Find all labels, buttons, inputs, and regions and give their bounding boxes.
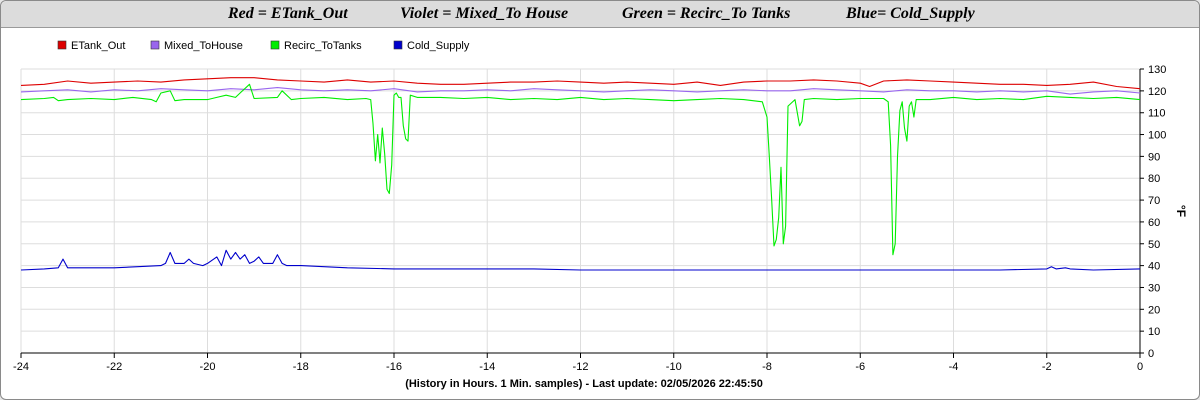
legend-swatch [393, 40, 403, 50]
x-tick-label: -14 [479, 361, 495, 373]
y-tick-label: 70 [1148, 195, 1160, 207]
y-tick-label: 60 [1148, 217, 1160, 229]
x-tick-label: -8 [762, 361, 772, 373]
y-axis-label: °F [1174, 205, 1188, 217]
y-tick-label: 30 [1148, 282, 1160, 294]
legend-label: ETank_Out [71, 40, 125, 52]
series-line-etank-out [20, 77, 1141, 90]
y-tick-label: 10 [1148, 326, 1160, 338]
legend-label: Recirc_ToTanks [284, 40, 362, 52]
legend-label: Cold_Supply [407, 40, 470, 52]
title-red: Red = ETank_Out [228, 5, 348, 22]
y-tick-label: 130 [1148, 64, 1166, 76]
x-tick-label: -12 [573, 361, 589, 373]
x-tick-label: -6 [855, 361, 865, 373]
title-bar: Red = ETank_Out Violet = Mixed_To House … [1, 1, 1199, 28]
x-tick-label: -4 [949, 361, 959, 373]
title-violet: Violet = Mixed_To House [400, 5, 569, 22]
x-tick-label: -16 [386, 361, 402, 373]
y-tick-label: 0 [1148, 348, 1154, 360]
series-line-mixed-tohouse [20, 87, 1141, 95]
y-tick-label: 90 [1148, 151, 1160, 163]
x-tick-label: -22 [106, 361, 122, 373]
x-tick-label: -2 [1042, 361, 1052, 373]
x-axis-label: (History in Hours. 1 Min. samples) - Las… [405, 378, 763, 390]
y-tick-label: 100 [1148, 130, 1166, 142]
series-line-recirc-totanks [20, 83, 1141, 256]
legend-swatch [57, 40, 67, 50]
x-tick-label: -20 [200, 361, 216, 373]
legend-swatch [150, 40, 160, 50]
series-line-cold-supply [20, 249, 1141, 271]
legend-label: Mixed_ToHouse [164, 40, 243, 52]
title-blue: Blue= Cold_Supply [846, 5, 975, 22]
legend-item: Recirc_ToTanks [270, 40, 362, 52]
legend-item: Mixed_ToHouse [150, 40, 243, 52]
y-tick-label: 40 [1148, 261, 1160, 273]
title-green: Green = Recirc_To Tanks [622, 5, 791, 22]
y-tick-label: 110 [1148, 108, 1166, 120]
x-tick-label: -18 [293, 361, 309, 373]
x-tick-label: -10 [666, 361, 682, 373]
y-tick-label: 120 [1148, 86, 1166, 98]
y-tick-label: 20 [1148, 304, 1160, 316]
y-tick-label: 80 [1148, 173, 1160, 185]
legend-swatch [270, 40, 280, 50]
x-tick-label: -24 [13, 361, 29, 373]
y-tick-label: 50 [1148, 239, 1160, 251]
legend-item: ETank_Out [57, 40, 125, 52]
legend-item: Cold_Supply [393, 40, 470, 52]
x-tick-label: 0 [1137, 361, 1143, 373]
